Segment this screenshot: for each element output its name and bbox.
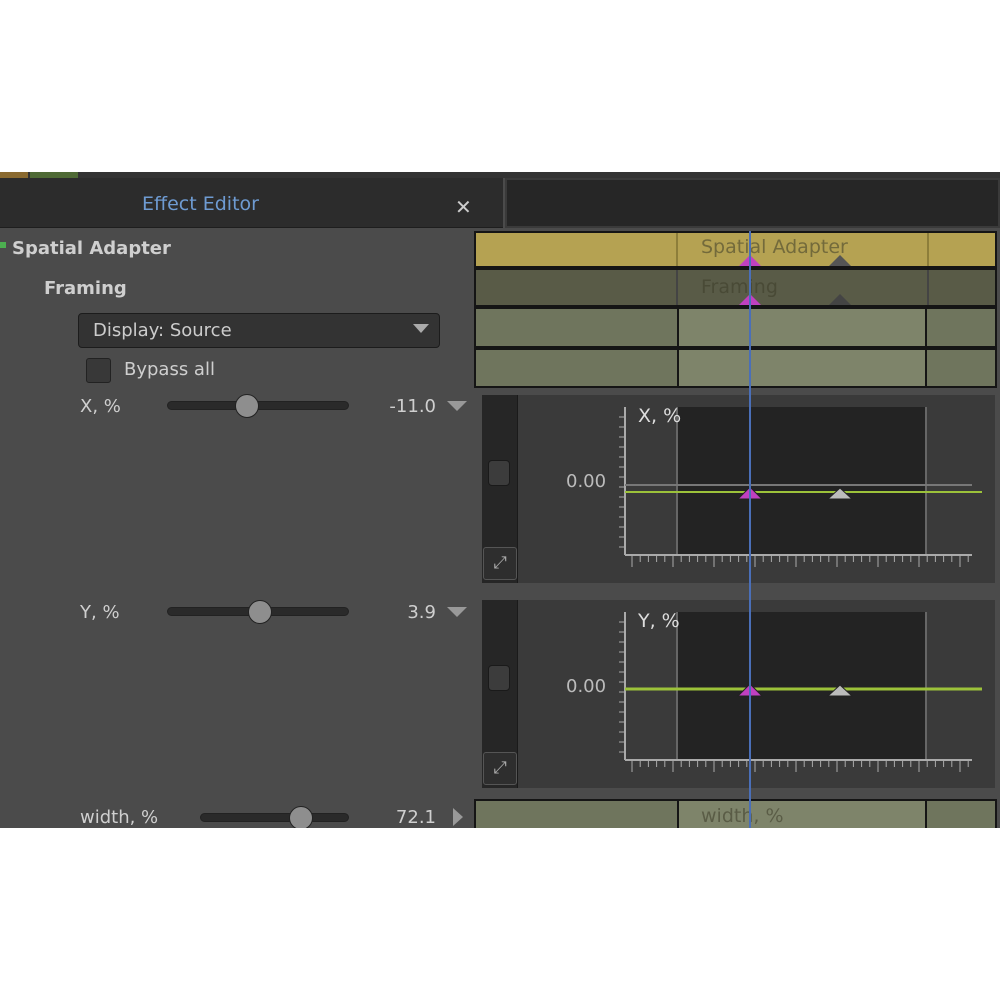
timeline-row-display[interactable]	[474, 307, 997, 348]
panel-header: Effect Editor ✕	[0, 178, 503, 228]
effect-name[interactable]: Spatial Adapter	[12, 238, 171, 259]
graph-plot-area[interactable]	[676, 407, 927, 555]
close-icon[interactable]: ✕	[455, 195, 472, 219]
timeline-row-label: width, %	[701, 805, 784, 827]
timeline-row-bypass[interactable]	[474, 348, 997, 388]
keyframe-icon	[826, 487, 854, 500]
param-label-y: Y, %	[80, 602, 120, 623]
playhead[interactable]	[749, 231, 751, 828]
width-slider-thumb[interactable]	[289, 806, 313, 828]
graph-axes	[619, 407, 982, 567]
graph-toggle-button[interactable]	[488, 460, 510, 486]
top-strip	[0, 172, 1000, 178]
param-label-width: width, %	[80, 807, 159, 828]
collapse-triangle-icon[interactable]	[447, 401, 467, 411]
timeline-row-group[interactable]: Framing	[474, 268, 997, 307]
graph-title: Y, %	[638, 610, 680, 632]
timeline-row-effect[interactable]: Spatial Adapter	[474, 231, 997, 268]
expand-triangle-icon[interactable]	[453, 808, 463, 826]
fit-curve-icon[interactable]: ⤢	[483, 547, 517, 580]
timeline-row-label: Framing	[701, 276, 778, 298]
graph-title: X, %	[638, 405, 682, 427]
graph-plot-area[interactable]	[676, 612, 927, 760]
keyframe-icon[interactable]	[829, 294, 851, 305]
graph-sidebar: ⤢	[482, 600, 518, 788]
timeline-row-label: Spatial Adapter	[701, 236, 848, 258]
timeline-header	[505, 178, 1000, 228]
keyframe-icon	[826, 684, 854, 697]
y-value[interactable]: 3.9	[407, 602, 436, 623]
panel-title: Effect Editor	[142, 193, 259, 215]
timeline-row-width[interactable]: width, %	[474, 799, 997, 828]
param-label-x: X, %	[80, 396, 121, 417]
fit-curve-icon[interactable]: ⤢	[483, 752, 517, 785]
effect-editor-window: Effect Editor ✕ Spatial Adapter Framing …	[0, 172, 1000, 828]
x-value[interactable]: -11.0	[389, 396, 436, 417]
graph-sidebar: ⤢	[482, 395, 518, 583]
group-name[interactable]: Framing	[44, 278, 127, 299]
graph-axes	[619, 612, 982, 772]
x-slider-thumb[interactable]	[235, 394, 259, 418]
x-graph[interactable]: ⤢ X, % 0.00	[482, 395, 995, 583]
width-value[interactable]: 72.1	[395, 807, 436, 828]
graph-toggle-button[interactable]	[488, 665, 510, 691]
width-slider[interactable]	[200, 813, 349, 822]
bypass-all-checkbox[interactable]	[86, 358, 111, 383]
zero-label: 0.00	[566, 676, 607, 697]
keyframe-icon[interactable]	[829, 255, 851, 266]
y-slider-thumb[interactable]	[248, 600, 272, 624]
y-graph[interactable]: ⤢ Y, % 0.00	[482, 600, 995, 788]
enabled-indicator-icon[interactable]	[0, 242, 6, 248]
display-select-value: Display: Source	[93, 320, 232, 341]
bypass-all-label: Bypass all	[124, 359, 215, 380]
zero-label: 0.00	[566, 471, 607, 492]
display-select[interactable]: Display: Source	[78, 313, 440, 348]
collapse-triangle-icon[interactable]	[447, 607, 467, 617]
chevron-down-icon	[413, 324, 429, 333]
